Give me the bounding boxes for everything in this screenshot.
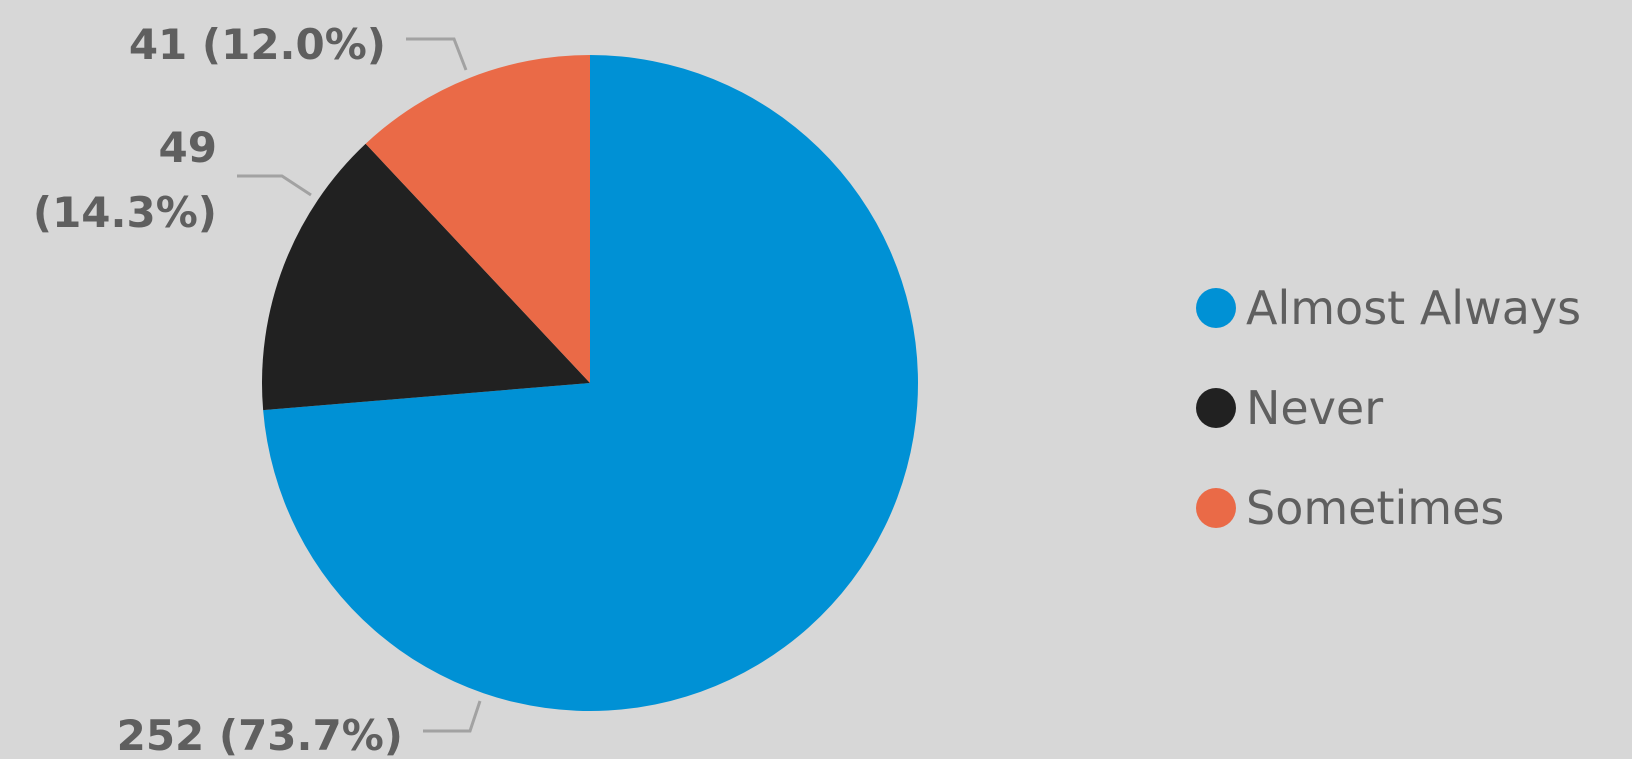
legend-label-never: Never [1246, 381, 1384, 435]
data-label-almost-always: 252 (73.7%) [117, 711, 403, 759]
legend: Almost Always Never Sometimes [1196, 258, 1581, 558]
legend-swatch-almost-always [1196, 288, 1236, 328]
pie-slice-sometimes [365, 55, 590, 383]
legend-item-almost-always: Almost Always [1196, 258, 1581, 358]
pie-slice-almost-always [263, 55, 918, 711]
legend-swatch-sometimes [1196, 488, 1236, 528]
pie-slice-never [262, 143, 590, 411]
legend-item-never: Never [1196, 358, 1581, 458]
leader-line-never [237, 174, 312, 197]
data-label-never-percent: (14.3%) [33, 188, 217, 237]
legend-swatch-never [1196, 388, 1236, 428]
data-label-never-value: 49 [159, 123, 217, 172]
legend-label-almost-always: Almost Always [1246, 281, 1582, 335]
leader-line-almost-always [423, 700, 482, 733]
legend-label-sometimes: Sometimes [1246, 481, 1505, 535]
data-label-sometimes: 41 (12.0%) [129, 20, 386, 69]
leader-line-sometimes [406, 37, 468, 71]
pie-slices [262, 55, 918, 711]
legend-item-sometimes: Sometimes [1196, 458, 1581, 558]
